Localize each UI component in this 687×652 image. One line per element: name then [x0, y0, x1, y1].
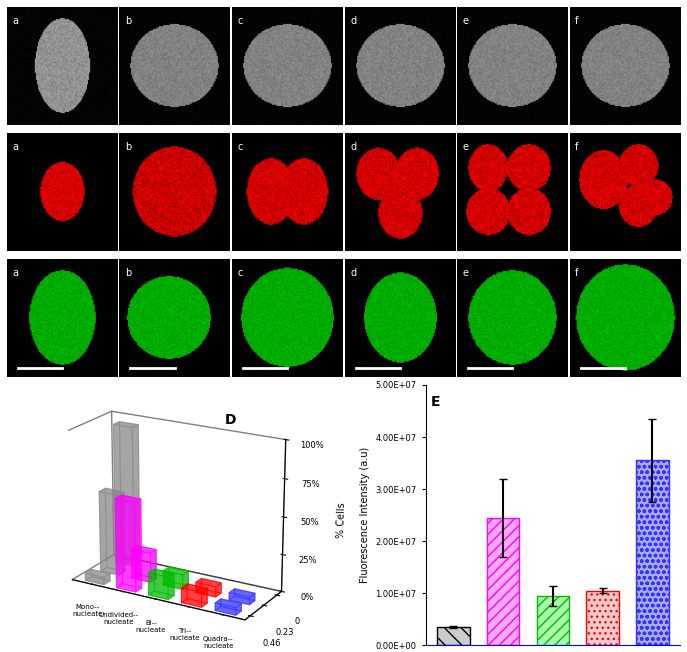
- Text: c: c: [238, 16, 243, 26]
- Text: b: b: [125, 142, 131, 152]
- Bar: [587, 591, 619, 645]
- Text: a: a: [12, 268, 19, 278]
- Text: D: D: [225, 413, 236, 427]
- Text: f: f: [575, 268, 578, 278]
- Y-axis label: Fluorescence Intensity (a.u): Fluorescence Intensity (a.u): [360, 447, 370, 584]
- Text: d: d: [350, 16, 357, 26]
- Text: d: d: [350, 142, 357, 152]
- Bar: [487, 518, 519, 645]
- Bar: [537, 596, 569, 645]
- Bar: [437, 627, 469, 645]
- Text: a: a: [12, 142, 19, 152]
- Text: f: f: [575, 142, 578, 152]
- Y-axis label: C
(nM): C (nM): [302, 647, 333, 652]
- Text: b: b: [125, 268, 131, 278]
- Text: e: e: [463, 268, 469, 278]
- Bar: [636, 460, 668, 645]
- Text: c: c: [238, 142, 243, 152]
- Text: e: e: [463, 16, 469, 26]
- Text: E: E: [431, 395, 440, 409]
- Text: b: b: [125, 16, 131, 26]
- Text: c: c: [238, 268, 243, 278]
- Text: f: f: [575, 16, 578, 26]
- Text: d: d: [350, 268, 357, 278]
- Text: e: e: [463, 142, 469, 152]
- Text: a: a: [12, 16, 19, 26]
